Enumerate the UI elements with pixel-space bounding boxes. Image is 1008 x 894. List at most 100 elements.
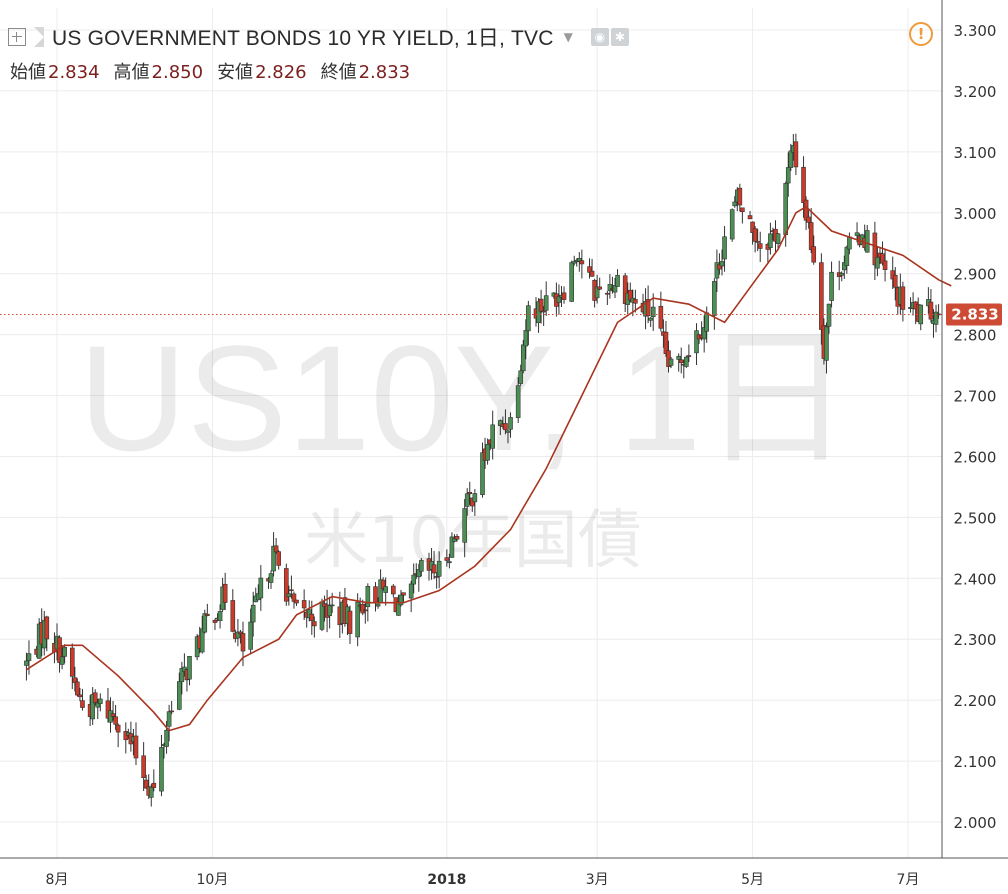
candle xyxy=(199,615,205,654)
candle xyxy=(217,604,223,629)
candle-body xyxy=(327,605,332,617)
candle-body xyxy=(597,286,603,290)
candle-body xyxy=(205,613,210,617)
candle xyxy=(719,249,725,276)
candle-body xyxy=(668,358,674,366)
candle xyxy=(686,344,692,363)
candle-body xyxy=(235,631,241,639)
ohlc-open: 始値 2.834 xyxy=(10,62,100,83)
candle-body xyxy=(365,585,371,608)
candle xyxy=(291,591,297,609)
last-price-tag-value: 2.833 xyxy=(951,306,998,324)
warning-icon[interactable]: ! xyxy=(909,22,933,46)
candle-body xyxy=(650,306,656,318)
candle xyxy=(864,225,870,253)
candle xyxy=(77,687,83,702)
candle-body xyxy=(164,729,169,747)
candle xyxy=(890,256,896,289)
candle-body xyxy=(757,243,763,249)
candle-body xyxy=(526,305,531,332)
candle xyxy=(347,605,353,645)
candle-body xyxy=(686,355,692,357)
candle-body xyxy=(375,603,381,607)
eye-icon[interactable]: ◉ xyxy=(590,28,609,46)
candle xyxy=(650,293,656,331)
candle xyxy=(882,248,888,282)
dropdown-caret-icon[interactable]: ▼ xyxy=(563,30,573,44)
y-tick-label: 3.200 xyxy=(954,83,997,101)
candle-body xyxy=(589,270,595,277)
candle xyxy=(362,602,368,624)
candle-body xyxy=(518,370,524,384)
candle xyxy=(701,315,707,353)
last-price-tag[interactable]: 2.833 xyxy=(946,303,1002,326)
candle-body xyxy=(416,569,422,578)
candle xyxy=(436,551,442,589)
candle-body xyxy=(676,355,681,360)
candle-body xyxy=(273,545,279,553)
candle-body xyxy=(755,241,760,243)
symbol-flag-icon[interactable] xyxy=(34,27,44,47)
candle-body xyxy=(663,331,669,354)
candle-body xyxy=(556,296,562,303)
candle xyxy=(286,585,292,606)
candle xyxy=(110,700,116,721)
candle-body xyxy=(444,557,450,561)
candle-body xyxy=(587,266,592,273)
candle-body xyxy=(248,621,253,650)
candle xyxy=(396,594,401,616)
candle xyxy=(732,196,738,208)
candle xyxy=(829,261,834,308)
candle xyxy=(694,323,699,365)
candle xyxy=(268,570,274,589)
candle-body xyxy=(230,600,236,632)
candle-body xyxy=(839,273,845,276)
candle xyxy=(666,340,671,373)
candle-body xyxy=(788,150,794,168)
settings-icon[interactable]: ✱ xyxy=(610,28,629,46)
candle xyxy=(775,232,781,251)
candle-body xyxy=(811,246,817,263)
candle-body xyxy=(785,167,791,184)
candle xyxy=(806,210,811,229)
candle xyxy=(536,298,541,333)
candle xyxy=(143,774,149,789)
candle-body xyxy=(383,586,388,593)
candle-body xyxy=(808,222,814,250)
candle-body xyxy=(515,385,521,418)
candle xyxy=(508,412,513,438)
candle xyxy=(589,258,595,277)
candle-body xyxy=(436,560,442,577)
candle-body xyxy=(543,295,549,311)
candle-body xyxy=(826,303,832,327)
candle-body xyxy=(605,292,610,295)
candle-body xyxy=(900,286,906,310)
candle-body xyxy=(24,660,29,666)
add-compare-icon[interactable] xyxy=(8,28,26,46)
candle-body xyxy=(538,298,544,312)
candle-body xyxy=(141,755,146,779)
candle-body xyxy=(892,274,898,288)
last-price-tag-bg xyxy=(946,303,1002,326)
candle-body xyxy=(355,601,360,638)
x-tick-label: 8月 xyxy=(46,872,69,888)
chart-title[interactable]: US GOVERNMENT BONDS 10 YR YIELD, 1日, TVC xyxy=(52,27,554,50)
candle xyxy=(824,322,829,374)
candle-body xyxy=(864,230,870,253)
y-tick-label: 3.000 xyxy=(954,205,997,223)
candle xyxy=(627,282,633,303)
candle xyxy=(515,377,521,423)
watermark-symbol: US10Y, 1日 xyxy=(79,314,852,482)
candle xyxy=(205,603,210,617)
candle xyxy=(663,320,669,357)
candle xyxy=(62,644,67,664)
candle xyxy=(541,305,546,326)
candle-body xyxy=(933,311,939,325)
candle-body xyxy=(115,724,121,733)
candle xyxy=(892,267,898,301)
candle xyxy=(169,700,174,715)
candle-body xyxy=(569,262,574,302)
ohlc-low: 安値 2.826 xyxy=(217,62,307,83)
candle xyxy=(355,593,360,647)
